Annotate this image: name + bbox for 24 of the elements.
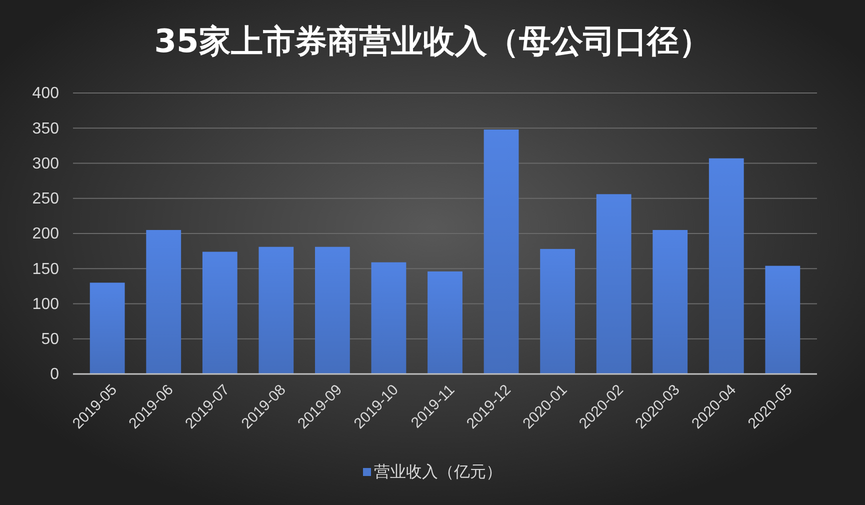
y-tick-label: 0 [50, 366, 60, 384]
bar [540, 248, 576, 374]
chart-title: 35家上市券商营业收入（母公司口径） [154, 22, 711, 60]
bar [428, 271, 462, 374]
bar [258, 246, 294, 374]
y-tick-label: 100 [32, 296, 60, 313]
bar [202, 252, 238, 374]
bar [596, 194, 632, 374]
y-tick-label: 250 [32, 190, 60, 208]
bar [146, 230, 182, 374]
bar [371, 262, 406, 374]
y-tick-label: 350 [32, 120, 60, 138]
bar [765, 266, 800, 374]
bar [90, 282, 125, 374]
y-tick-label: 50 [41, 330, 60, 348]
bar [314, 246, 350, 374]
y-tick-label: 150 [32, 260, 60, 278]
y-tick-label: 300 [32, 155, 60, 172]
y-tick-label: 200 [32, 226, 60, 243]
bar [708, 158, 744, 374]
bar [652, 230, 688, 374]
y-tick-label: 400 [32, 85, 60, 102]
legend-label: 营业收入（亿元） [374, 462, 502, 481]
bar [484, 130, 519, 374]
